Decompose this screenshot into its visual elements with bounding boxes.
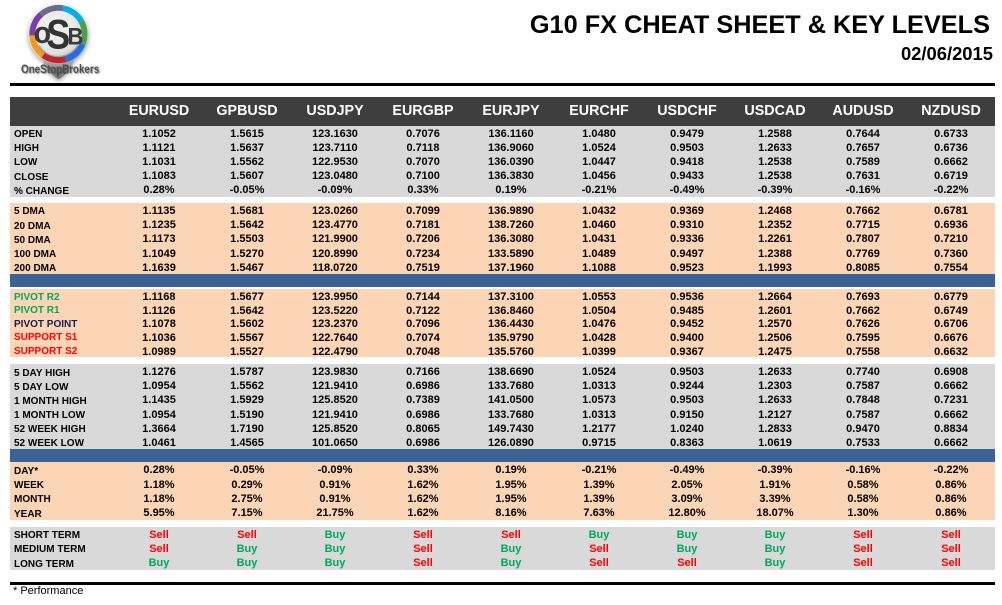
svg-text:o: o <box>34 15 52 50</box>
svg-text:B: B <box>68 24 84 51</box>
svg-text:S: S <box>46 10 70 57</box>
